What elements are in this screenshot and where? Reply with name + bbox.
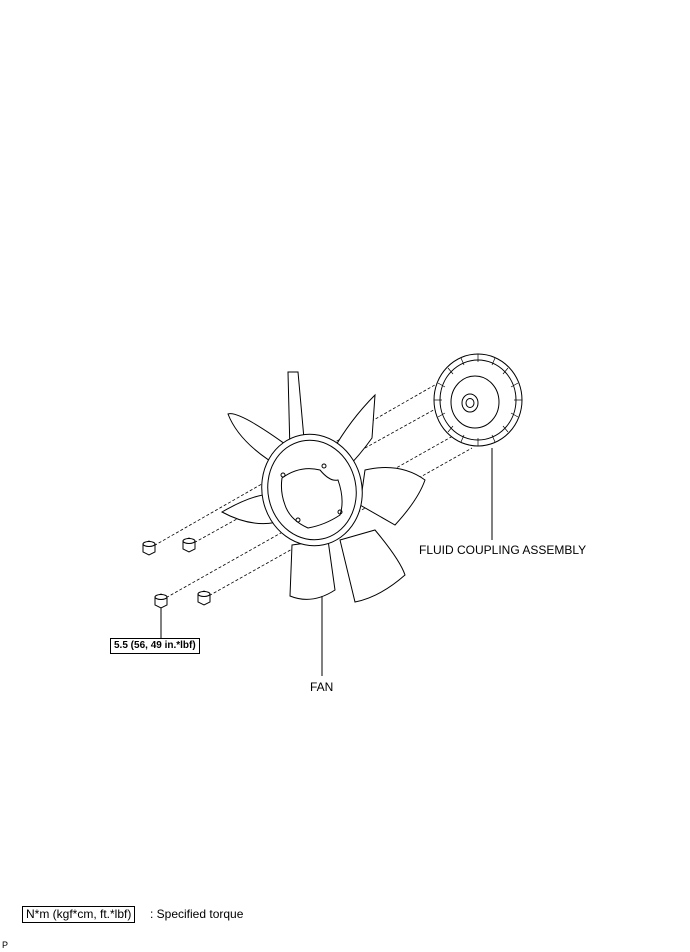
nut-4 [197,590,211,606]
diagram-code: P [2,940,9,950]
legend-specified-torque-text: : Specified torque [150,907,244,921]
fluid-coupling-label: FLUID COUPLING ASSEMBLY [419,543,587,557]
nut-3 [154,593,168,609]
torque-spec-box: 5.5 (56, 49 in.*lbf) [110,638,200,654]
nut-2 [182,537,196,553]
fluid-coupling [433,353,523,447]
fan-hub [261,433,363,547]
fan-label: FAN [310,680,334,694]
legend-torque-unit-box: N*m (kgf*cm, ft.*lbf) [22,906,136,923]
nut-1 [142,540,156,556]
nuts [142,537,211,609]
